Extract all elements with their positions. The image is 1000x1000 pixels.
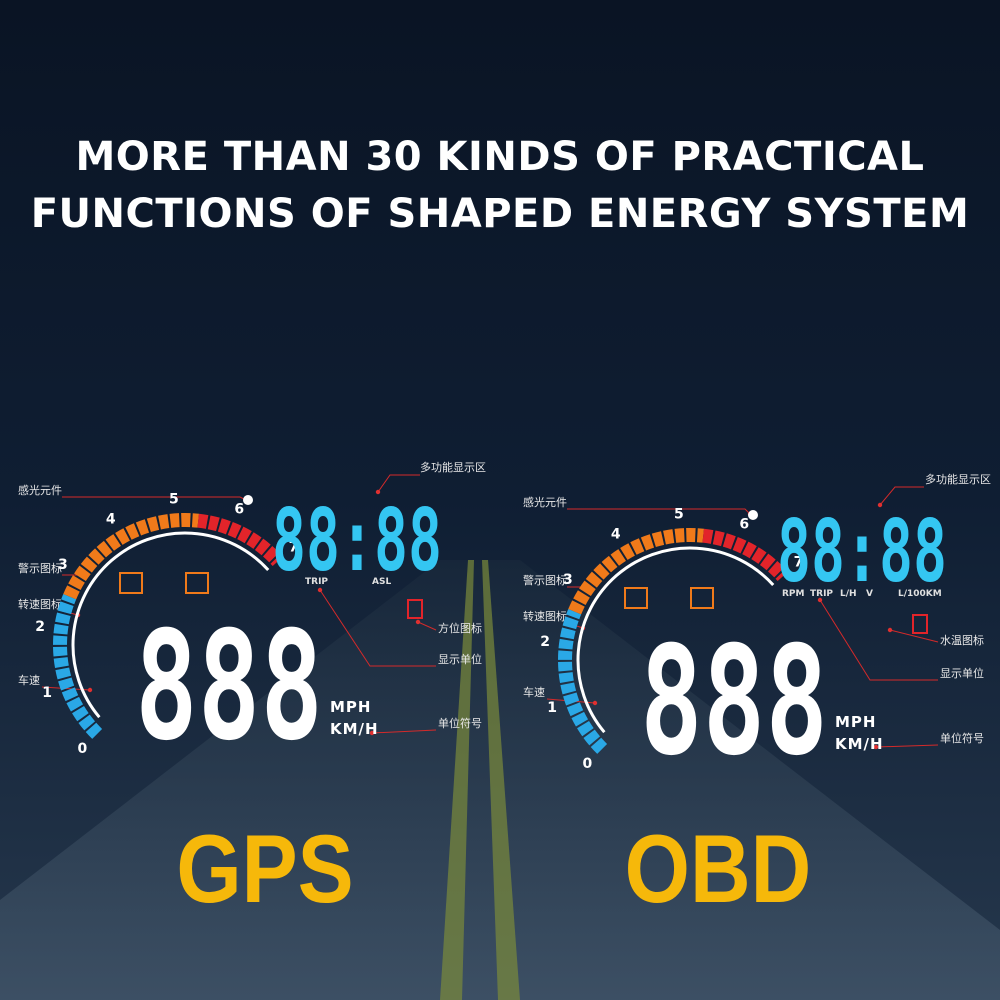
rpm-scale: 4 — [106, 511, 116, 527]
speed-unit: KM/H — [330, 720, 379, 738]
display-unit: TRIP — [810, 589, 833, 599]
callout-dot — [887, 627, 893, 633]
callout-dot — [817, 597, 823, 603]
callout-label: 显示单位 — [438, 652, 482, 666]
callout-label: 感光元件 — [18, 483, 62, 497]
callout-label: 车速 — [523, 685, 545, 699]
road-line — [440, 560, 474, 1000]
display-unit: L/100KM — [898, 589, 942, 599]
rpm-scale: 5 — [674, 506, 684, 522]
rpm-scale: 6 — [739, 516, 749, 532]
callout-label: 感光元件 — [523, 495, 567, 509]
rpm-scale: 1 — [42, 685, 52, 701]
display-unit: L/H — [840, 589, 857, 599]
speed-display: 888 — [135, 600, 323, 774]
callout-label: 警示图标 — [523, 573, 567, 587]
callout-dot — [873, 744, 879, 750]
callout-line — [377, 474, 420, 493]
callout-dot — [317, 587, 323, 593]
callout-label: 多功能显示区 — [925, 472, 991, 486]
callout-line — [371, 729, 437, 734]
warning-icon — [185, 572, 209, 594]
status-icon — [912, 614, 928, 634]
rpm-scale: 3 — [58, 557, 68, 573]
title-line: MORE THAN 30 KINDS OF PRACTICAL — [75, 134, 924, 180]
rpm-scale: 2 — [35, 619, 45, 635]
rpm-arc — [568, 528, 704, 615]
speed-unit: MPH — [330, 698, 371, 716]
speed-unit: KM/H — [835, 735, 884, 753]
status-icon — [407, 599, 423, 619]
multi-display: 88:88 — [272, 491, 442, 591]
title-line: FUNCTIONS OF SHAPED ENERGY SYSTEM — [31, 191, 970, 237]
callout-line — [889, 629, 939, 643]
callout-dot — [87, 687, 93, 693]
speed-display: 888 — [640, 615, 828, 789]
callout-label: 车速 — [18, 673, 40, 687]
display-unit: TRIP — [305, 577, 328, 587]
rpm-scale: 5 — [169, 491, 179, 507]
callout-label: 单位符号 — [438, 716, 482, 730]
callout-line — [567, 508, 751, 515]
rpm-scale: 2 — [540, 634, 550, 650]
callout-label: 多功能显示区 — [420, 460, 486, 474]
rpm-scale: 0 — [583, 756, 593, 772]
callout-line — [319, 589, 436, 667]
rpm-arc — [702, 528, 789, 582]
rpm-scale: 1 — [547, 700, 557, 716]
callout-line — [819, 599, 938, 681]
rpm-arc — [53, 593, 103, 739]
warning-icon — [624, 587, 648, 609]
callout-label: 水温图标 — [940, 633, 984, 647]
rpm-arc — [197, 513, 284, 567]
callout-dot — [375, 489, 381, 495]
warning-icon — [690, 587, 714, 609]
callout-label: 显示单位 — [940, 666, 984, 680]
callout-dot — [592, 700, 598, 706]
content: MORE THAN 30 KINDS OF PRACTICAL FUNCTIONS… — [18, 134, 991, 923]
rpm-scale: 3 — [563, 572, 573, 588]
callout-label: 单位符号 — [940, 731, 984, 745]
callout-dot — [369, 730, 375, 736]
callout-label: 方位图标 — [438, 621, 482, 635]
sensor — [748, 510, 758, 520]
rpm-arc — [63, 513, 199, 600]
multi-display: 88:88 — [777, 502, 947, 602]
rpm-scale: 7 — [794, 554, 804, 570]
callout-line — [879, 486, 924, 506]
display-unit: ASL — [372, 577, 391, 587]
mode-label: OBD — [625, 816, 812, 924]
rpm-scale: 4 — [611, 526, 621, 542]
inner-arc — [71, 531, 270, 719]
warning-icon — [119, 572, 143, 594]
road-line — [482, 560, 520, 1000]
rpm-scale: 7 — [289, 539, 299, 555]
sensor — [243, 495, 253, 505]
display-unit: RPM — [782, 589, 805, 599]
callout-line — [875, 744, 939, 748]
inner-arc — [576, 546, 775, 734]
callout-line — [417, 621, 437, 631]
callout-dot — [415, 619, 421, 625]
callout-label: 转速图标 — [18, 597, 62, 611]
rpm-scale: 6 — [234, 501, 244, 517]
callout-label: 转速图标 — [523, 609, 567, 623]
callout-label: 警示图标 — [18, 561, 62, 575]
rpm-arc — [558, 608, 608, 754]
rpm-scale: 0 — [78, 741, 88, 757]
mode-label: GPS — [176, 816, 353, 924]
speed-unit: MPH — [835, 713, 876, 731]
display-unit: V — [866, 589, 873, 599]
callout-dot — [877, 502, 883, 508]
